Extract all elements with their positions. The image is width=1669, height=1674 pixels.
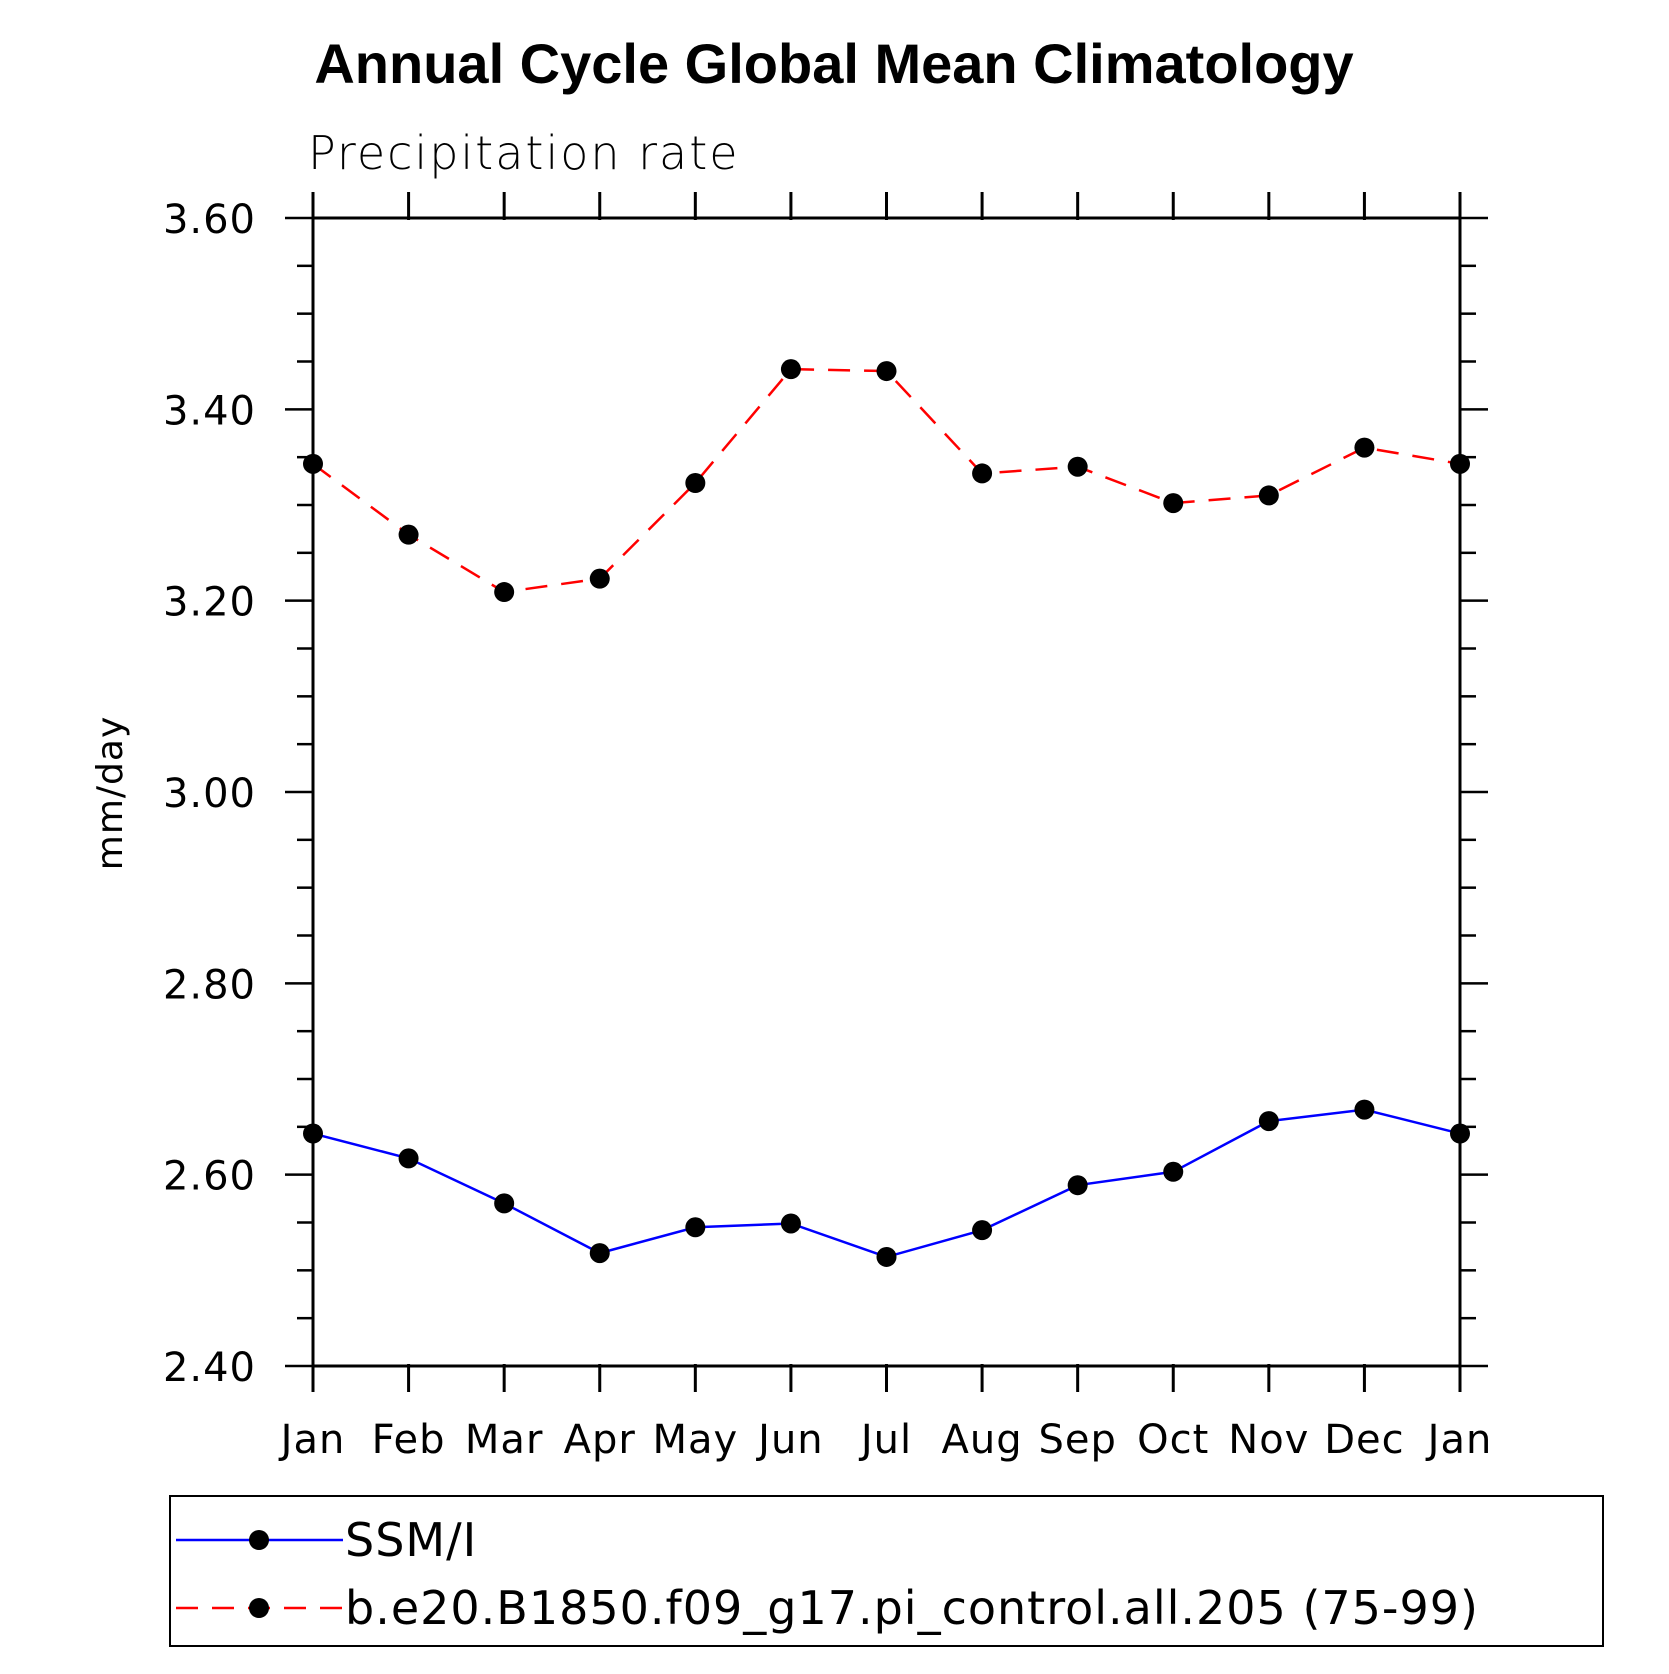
data-point — [780, 1213, 801, 1234]
series-line — [312, 367, 1461, 594]
data-point — [876, 361, 897, 382]
x-tick-label: Jul — [858, 1417, 912, 1463]
series-line — [312, 1108, 1461, 1259]
y-tick-label: 2.60 — [163, 1154, 256, 1200]
data-point — [1450, 1123, 1470, 1144]
x-tick-label: Jan — [1425, 1417, 1493, 1463]
data-point — [303, 453, 323, 474]
legend: SSM/I b.e20.B1850.f09_g17.pi_control.all.… — [169, 1495, 1604, 1647]
x-tick-label: Nov — [1228, 1417, 1309, 1463]
data-point — [1163, 1161, 1184, 1182]
data-point — [494, 1193, 515, 1214]
y-tick-label: 3.60 — [163, 197, 256, 243]
chart-title: Annual Cycle Global Mean Climatology — [314, 32, 1353, 95]
series-1 — [303, 1099, 1470, 1267]
data-point — [1450, 453, 1470, 474]
data-point — [589, 1243, 610, 1264]
data-point — [494, 582, 515, 603]
x-tick-label: Dec — [1324, 1417, 1404, 1463]
data-point — [1258, 1111, 1279, 1132]
y-axis-label: mm/day — [90, 716, 131, 870]
legend-marker — [249, 1530, 269, 1550]
x-tick-label: Jan — [278, 1417, 346, 1463]
data-point — [685, 1217, 706, 1238]
legend-box — [169, 1495, 1604, 1647]
x-tick-label: May — [652, 1417, 738, 1463]
x-tick-label: Mar — [465, 1417, 543, 1463]
y-tick-label: 2.80 — [163, 962, 256, 1008]
y-tick-label: 3.40 — [163, 388, 256, 434]
series-layer — [303, 359, 1470, 1267]
data-point — [1067, 456, 1088, 477]
chart-subtitle: Precipitation rate — [308, 126, 740, 180]
x-tick-label: Jun — [755, 1417, 824, 1463]
data-point — [1163, 493, 1184, 514]
data-point — [1354, 437, 1375, 458]
data-point — [780, 359, 801, 380]
x-tick-label: Aug — [942, 1417, 1023, 1463]
legend-marker — [249, 1598, 269, 1618]
x-tick-label: Oct — [1137, 1417, 1209, 1463]
legend-label: b.e20.B1850.f09_g17.pi_control.all.205 (… — [345, 1581, 1479, 1635]
data-point — [972, 463, 993, 484]
series-2 — [303, 359, 1470, 603]
data-point — [972, 1220, 993, 1241]
y-tick-label: 3.20 — [163, 580, 256, 626]
data-point — [685, 472, 706, 493]
data-point — [1354, 1099, 1375, 1120]
x-tick-label: Feb — [372, 1417, 446, 1463]
data-point — [589, 568, 610, 589]
data-point — [398, 1148, 419, 1169]
data-point — [1067, 1175, 1088, 1196]
x-tick-label: Apr — [564, 1417, 636, 1463]
data-point — [1258, 485, 1279, 506]
y-tick-label: 3.00 — [163, 771, 256, 817]
data-point — [876, 1246, 897, 1267]
data-point — [303, 1123, 323, 1144]
data-point — [398, 524, 419, 545]
x-tick-label: Sep — [1038, 1417, 1116, 1463]
legend-label: SSM/I — [345, 1513, 477, 1567]
axes: Jan Feb Mar Apr May Jun Jul Aug Sep Oct Nov Dec Jan 2… — [163, 192, 1493, 1463]
y-tick-label: 2.40 — [163, 1345, 256, 1391]
